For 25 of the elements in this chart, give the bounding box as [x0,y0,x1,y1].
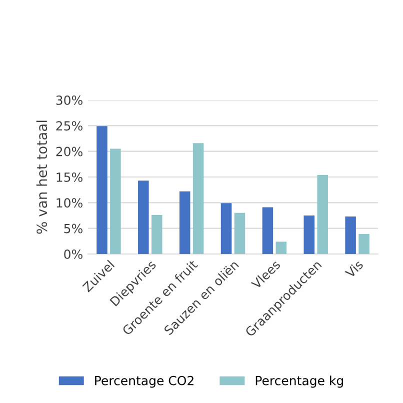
bar [220,203,232,254]
legend-label: Percentage CO2 [95,376,194,388]
bar [304,216,315,254]
y-tick-label: 25% [56,121,82,131]
bar [96,126,108,254]
y-tick-label: 0% [64,249,82,259]
bar [234,212,246,254]
bar [179,191,190,254]
y-tick-label: 20% [56,146,82,156]
bar [358,234,370,254]
y-axis-title: % van het totaal [36,120,48,234]
bar [317,174,328,254]
legend-label: Percentage kg [256,376,343,388]
bar [262,207,274,254]
bar [151,214,162,254]
y-tick-label: 5% [64,224,82,234]
bar [192,143,204,254]
bar [110,148,121,254]
bar [276,242,287,254]
y-tick-label: 10% [56,198,82,208]
bar [138,180,149,254]
y-tick-label: 15% [56,172,82,182]
y-tick-label: 30% [56,95,82,105]
x-tick-label: Vis [344,259,364,279]
bar [345,216,356,254]
